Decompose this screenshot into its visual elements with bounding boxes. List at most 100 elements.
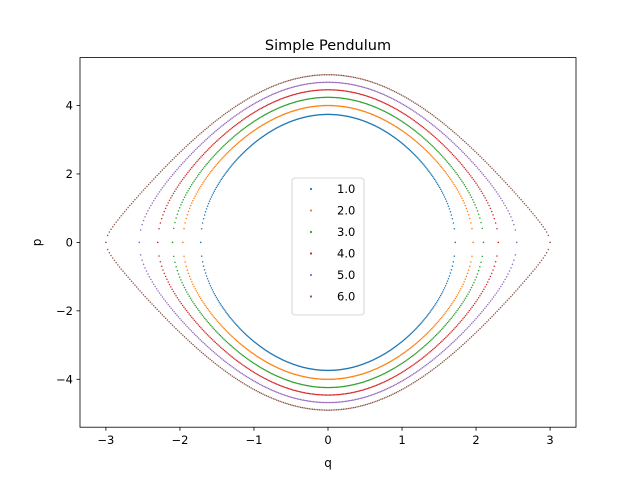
series-point xyxy=(497,290,499,292)
series-point xyxy=(470,222,472,224)
series-point xyxy=(183,336,186,338)
series-point xyxy=(428,131,430,133)
series-point xyxy=(139,290,141,292)
series-point xyxy=(403,370,405,372)
series-point xyxy=(212,121,215,124)
series-point xyxy=(508,212,511,215)
series-point xyxy=(436,355,438,358)
series-point xyxy=(243,118,245,120)
series-point xyxy=(218,333,220,336)
series-point xyxy=(332,74,334,76)
series-point xyxy=(361,78,363,80)
series-point xyxy=(330,104,333,107)
series-point xyxy=(340,385,342,388)
series-point xyxy=(304,107,307,109)
series-point xyxy=(380,84,382,87)
series-point xyxy=(457,348,459,350)
series-point xyxy=(362,389,365,391)
series-point xyxy=(409,99,411,101)
series-point xyxy=(260,366,262,369)
series-point xyxy=(442,315,444,317)
x-tick-label: 3 xyxy=(546,433,553,447)
series-point xyxy=(320,89,323,91)
series-point xyxy=(224,143,226,146)
series-point xyxy=(389,386,392,388)
series-point xyxy=(322,81,325,84)
series-point xyxy=(319,378,321,380)
series-point xyxy=(430,133,433,135)
series-point xyxy=(388,361,391,363)
series-point xyxy=(373,401,375,403)
series-point xyxy=(270,381,273,383)
series-point xyxy=(193,150,196,152)
series-point xyxy=(394,375,396,378)
series-point xyxy=(363,404,365,406)
series-point xyxy=(182,284,185,286)
series-point xyxy=(284,104,286,107)
series-point xyxy=(224,122,226,125)
series-point xyxy=(495,191,498,193)
series-point xyxy=(327,394,329,396)
series-point xyxy=(189,328,191,331)
series-point xyxy=(349,98,352,101)
series-point xyxy=(347,75,350,78)
series-point xyxy=(207,202,210,205)
series-point xyxy=(358,390,361,392)
series-point xyxy=(206,149,209,151)
series-point xyxy=(446,347,448,349)
series-point xyxy=(475,276,478,278)
series-point xyxy=(431,327,433,330)
series-point xyxy=(426,372,428,375)
series-point xyxy=(412,119,414,121)
series-point xyxy=(217,344,219,346)
series-point xyxy=(213,142,215,145)
series-point xyxy=(433,125,435,127)
series-point xyxy=(394,358,396,360)
series-point xyxy=(253,353,256,356)
series-point xyxy=(273,374,275,376)
series-point xyxy=(484,286,486,288)
series-point xyxy=(318,74,321,76)
series-point xyxy=(312,105,315,108)
series-point xyxy=(422,375,425,377)
series-point xyxy=(504,181,507,184)
series-point xyxy=(381,364,384,367)
series-point xyxy=(455,171,457,174)
series-point xyxy=(391,114,394,117)
series-point xyxy=(343,97,346,100)
series-point xyxy=(341,97,344,99)
series-point xyxy=(408,116,410,118)
series-point xyxy=(413,129,415,131)
series-point xyxy=(205,344,207,346)
series-point xyxy=(234,160,236,163)
series-point xyxy=(480,261,482,263)
series-point xyxy=(264,122,267,125)
series-point xyxy=(402,130,404,132)
series-point xyxy=(187,144,189,146)
series-point xyxy=(145,270,148,272)
series-point xyxy=(297,382,299,385)
series-point xyxy=(393,115,395,118)
series-point xyxy=(434,334,437,337)
series-point xyxy=(299,406,302,408)
series-point xyxy=(500,197,502,200)
series-point xyxy=(257,117,260,120)
series-point xyxy=(243,150,246,153)
series-point xyxy=(492,214,494,216)
series-point xyxy=(460,333,463,335)
series-point xyxy=(305,98,308,101)
series-point xyxy=(277,116,279,118)
series-point xyxy=(365,396,367,398)
series-point xyxy=(261,367,263,370)
series-point xyxy=(410,108,412,110)
series-point xyxy=(460,195,462,197)
series-point xyxy=(217,161,220,164)
series-point xyxy=(266,96,268,98)
series-point xyxy=(450,304,452,307)
series-point xyxy=(423,318,425,321)
x-tick-label: 2 xyxy=(472,433,479,447)
series-point xyxy=(267,395,269,398)
series-point xyxy=(301,84,303,86)
series-point xyxy=(207,126,210,128)
series-point xyxy=(453,340,456,342)
